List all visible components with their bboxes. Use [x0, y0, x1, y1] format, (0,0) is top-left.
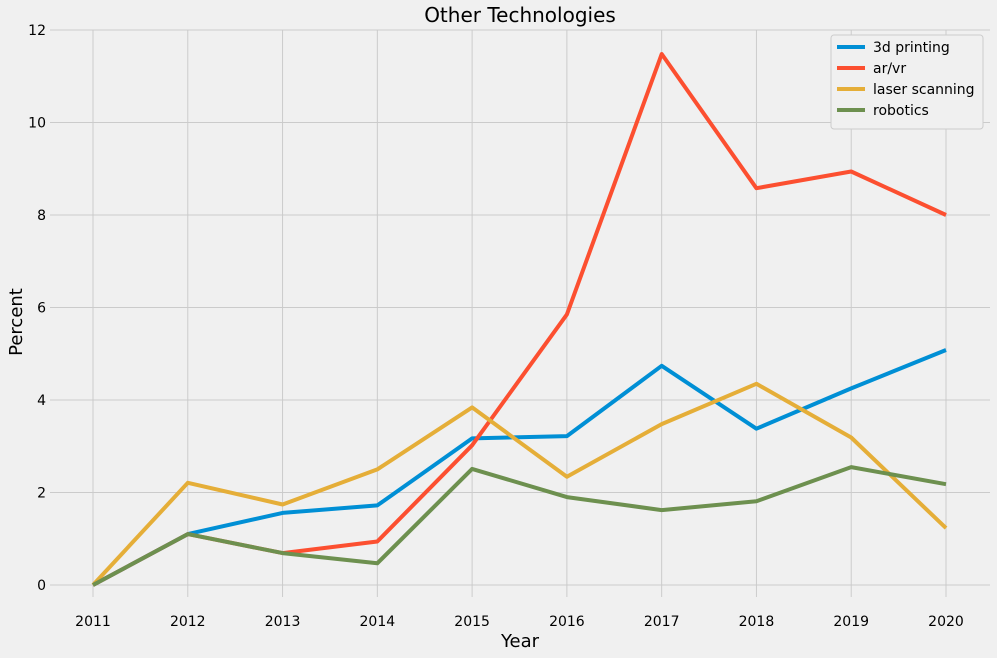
- x-tick-label: 2012: [170, 614, 206, 630]
- x-tick-label: 2014: [360, 614, 396, 630]
- y-tick-label: 6: [37, 301, 46, 317]
- y-tick-label: 8: [37, 208, 46, 224]
- grid: [50, 29, 990, 597]
- y-tick-label: 4: [37, 393, 46, 409]
- x-tick-label: 2013: [265, 614, 301, 630]
- x-tick-label: 2017: [644, 614, 680, 630]
- series-lines: [91, 52, 948, 587]
- y-axis-label: Percent: [6, 288, 27, 356]
- y-tick-label: 2: [37, 486, 46, 502]
- legend-label: laser scanning: [873, 82, 975, 98]
- legend-box: [830, 34, 984, 130]
- y-tick-label: 10: [28, 116, 46, 132]
- chart-title: Other Technologies: [424, 3, 616, 27]
- series-line-laser-scanning: [91, 381, 948, 587]
- x-axis-ticks: 2011 2012 2013 2014 2015 2016 2017 2018 2019 2020: [75, 614, 964, 630]
- series-line-robotics: [92, 465, 947, 587]
- x-axis-label: Year: [500, 631, 540, 652]
- y-tick-label: 0: [37, 578, 46, 594]
- x-tick-label: 2018: [739, 614, 775, 630]
- x-tick-label: 2015: [454, 614, 490, 630]
- legend-label: 3d printing: [873, 40, 950, 56]
- y-axis-ticks: 0 2 4 6 8 10 12: [28, 23, 46, 594]
- legend-label: robotics: [873, 103, 929, 119]
- legend-label: ar/vr: [873, 61, 906, 77]
- x-tick-label: 2016: [549, 614, 585, 630]
- x-tick-label: 2011: [75, 614, 111, 630]
- legend: 3d printing ar/vr laser scanning robotics: [830, 34, 984, 130]
- x-tick-label: 2019: [833, 614, 869, 630]
- y-tick-label: 12: [28, 23, 46, 39]
- x-tick-label: 2020: [928, 614, 964, 630]
